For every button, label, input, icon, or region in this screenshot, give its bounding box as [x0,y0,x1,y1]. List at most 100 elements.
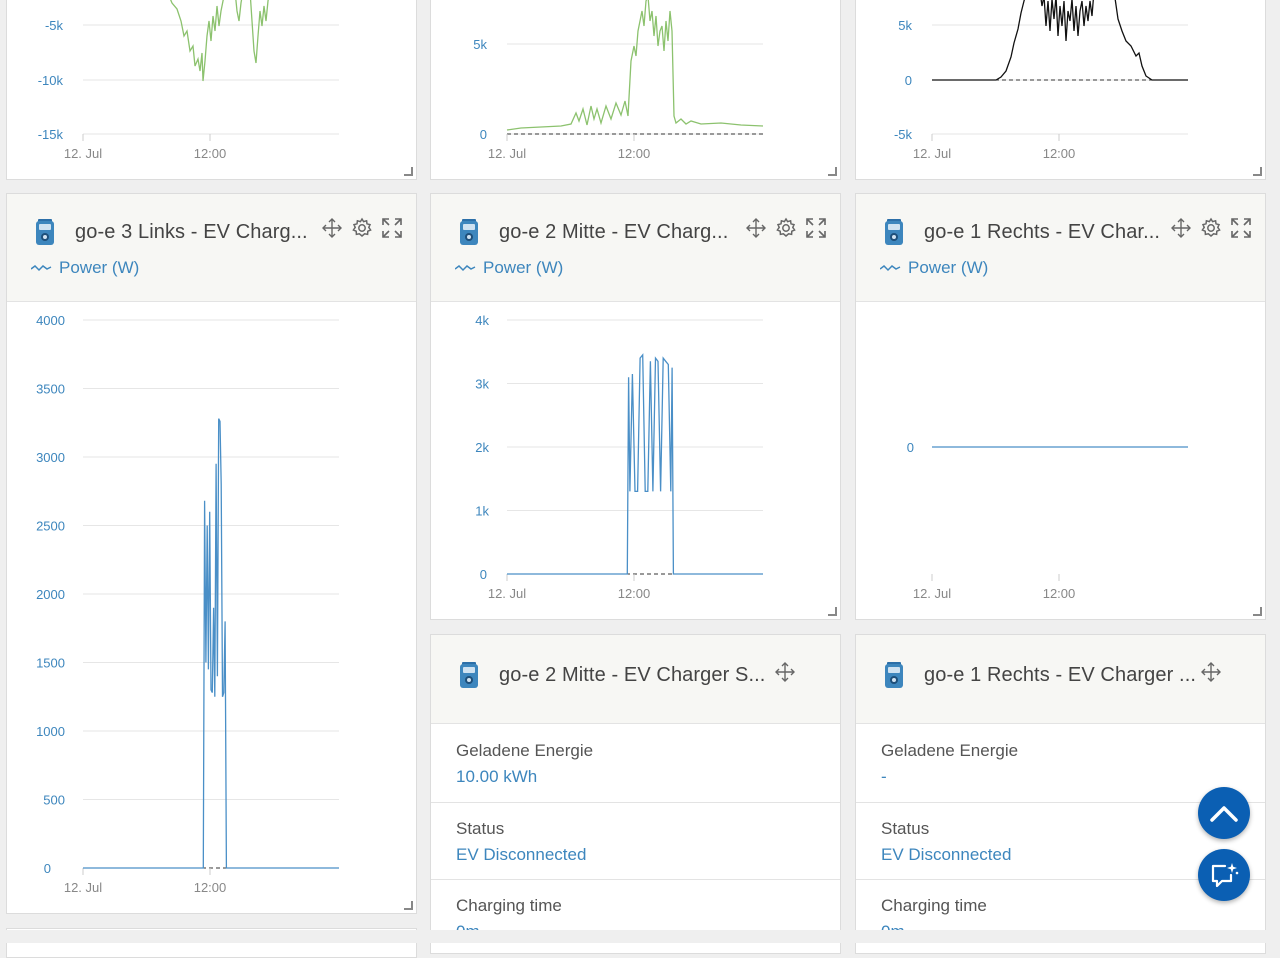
chat-sparkle-icon [1211,863,1239,888]
move-icon[interactable] [1170,217,1192,239]
card-header: go-e 2 Mitte - EV Charger S... [431,635,840,724]
card-actions [745,217,827,239]
legend-item[interactable]: Power (W) [880,258,988,278]
legend-label: Power (W) [908,258,989,277]
grid [83,319,339,800]
move-icon[interactable] [745,217,767,239]
gear-icon[interactable] [1200,217,1222,239]
field-value: EV Disconnected [456,845,587,864]
field-energy: Geladene Energie - [856,723,1265,801]
legend-label: Power (W) [59,258,140,277]
resize-handle[interactable] [404,167,413,176]
move-icon[interactable] [774,661,796,683]
move-icon[interactable] [1200,661,1222,683]
top-chart-3: 5k 0 -5k 12. Jul 12:00 [894,0,1188,161]
line-series-icon [880,265,901,272]
field-label: Status [456,819,505,838]
chevron-up-icon [1210,806,1238,822]
legend-item[interactable]: Power (W) [31,258,139,278]
y-tick: 0 [44,861,51,876]
y-tick: 2000 [36,587,65,602]
field-value: - [881,767,887,786]
gear-icon[interactable] [351,217,373,239]
x-tick: 12. Jul [913,146,951,161]
power-chart-mitte: 4k 3k 2k 1k 0 12. Jul 12:00 [475,313,763,601]
resize-handle[interactable] [1253,607,1262,616]
power-card-rechts: go-e 1 Rechts - EV Char... Power (W) 0 [855,193,1266,620]
card-title: go-e 1 Rechts - EV Char... [924,221,1161,243]
move-icon[interactable] [321,217,343,239]
scroll-top-button[interactable] [1198,787,1250,839]
ev-charger-icon [460,219,478,245]
y-tick: 0 [907,440,914,455]
card-title: go-e 2 Mitte - EV Charger S... [499,664,766,686]
status-card-rechts: go-e 1 Rechts - EV Charger ... Geladene … [855,634,1266,954]
series-line [170,0,269,82]
x-tick: 12:00 [618,586,651,601]
x-tick: 12:00 [618,146,651,161]
ev-charger-icon [885,662,903,688]
y-tick: 4000 [36,313,65,328]
resize-handle[interactable] [828,167,837,176]
y-tick: 5k [898,18,912,33]
status-card-mitte: go-e 2 Mitte - EV Charger S... Geladene … [430,634,841,954]
field-status: Status EV Disconnected [856,802,1265,880]
field-label: Charging time [881,896,987,915]
expand-icon[interactable] [805,217,827,239]
card-header: go-e 1 Rechts - EV Char... Power (W) [856,194,1265,302]
field-label: Status [881,819,930,838]
expand-icon[interactable] [1230,217,1252,239]
series-line [83,418,339,869]
page-bottom-strip [0,930,1280,943]
y-tick: 1k [475,504,489,519]
field-charging-time: Charging time 0m [431,879,840,956]
field-value: 10.00 kWh [456,767,538,786]
resize-handle[interactable] [404,901,413,910]
resize-handle[interactable] [1253,167,1262,176]
card-header: go-e 2 Mitte - EV Charg... Power (W) [431,194,840,302]
y-tick: 0 [480,567,487,582]
legend-label: Power (W) [483,258,564,277]
grid [507,43,763,135]
series-line [506,0,764,131]
legend-item[interactable]: Power (W) [455,258,563,278]
line-series-icon [455,265,476,272]
y-tick: 3500 [36,382,65,397]
top-chart-card-1: -5k -10k -15k 12. Jul 12:00 [6,0,417,180]
card-actions [321,217,403,239]
ev-charger-icon [460,662,478,688]
top-chart-card-2: 5k 0 12. Jul 12:00 [430,0,841,180]
x-tick: 12. Jul [913,586,951,601]
expand-icon[interactable] [381,217,403,239]
ev-charger-icon [885,219,903,245]
series-line [507,353,763,575]
field-value: EV Disconnected [881,845,1012,864]
x-tick: 12. Jul [64,146,102,161]
card-actions [1170,217,1252,239]
y-tick: 3k [475,377,489,392]
card-actions [1200,661,1222,683]
y-tick: 0 [905,73,912,88]
resize-handle[interactable] [828,607,837,616]
card-title: go-e 3 Links - EV Charg... [75,221,308,243]
gear-icon[interactable] [775,217,797,239]
field-energy: Geladene Energie 10.00 kWh [431,723,840,801]
y-tick: 1000 [36,724,65,739]
card-actions [774,661,796,683]
y-tick: 0 [480,127,487,142]
card-title: go-e 1 Rechts - EV Charger ... [924,664,1197,686]
top-chart-2: 5k 0 12. Jul 12:00 [473,0,764,161]
y-tick: -15k [38,127,64,142]
assistant-button[interactable] [1198,849,1250,901]
card-title: go-e 2 Mitte - EV Charg... [499,221,729,243]
y-tick: -10k [38,73,64,88]
x-tick: 12. Jul [488,586,526,601]
ev-charger-icon [36,219,54,245]
y-tick: -5k [45,18,64,33]
top-chart-card-3: 5k 0 -5k 12. Jul 12:00 [855,0,1266,180]
card-header: go-e 3 Links - EV Charg... Power (W) [7,194,416,302]
y-tick: 500 [43,793,65,808]
y-tick: -5k [894,127,913,142]
card-header: go-e 1 Rechts - EV Charger ... [856,635,1265,724]
x-tick: 12:00 [1043,586,1076,601]
